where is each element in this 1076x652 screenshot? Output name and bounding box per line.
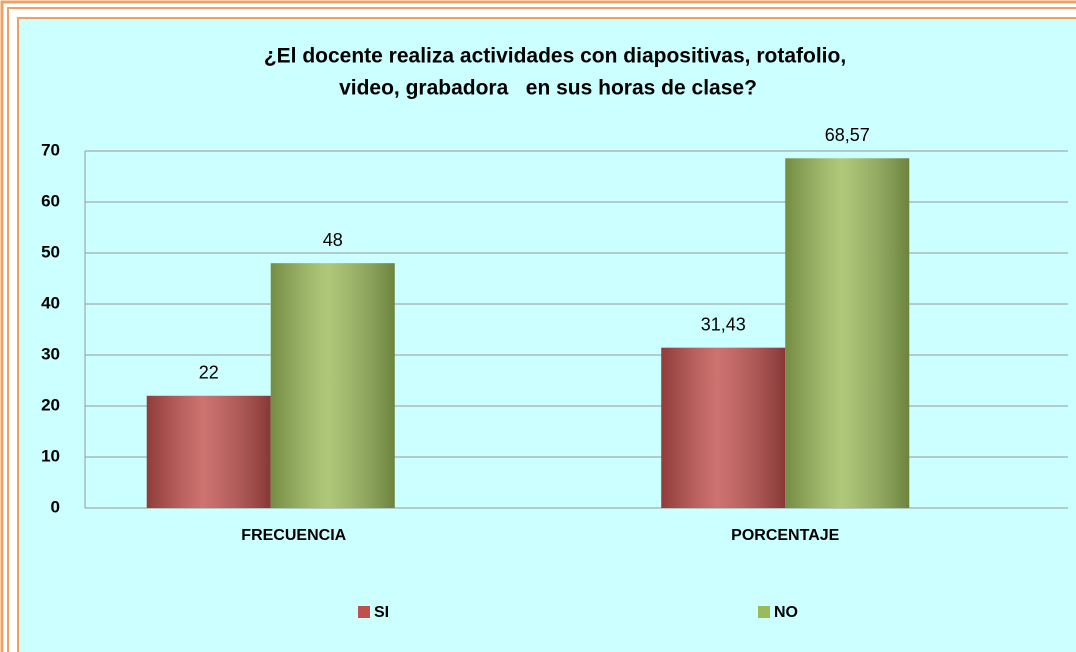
chart-background [17, 17, 1076, 652]
legend-label: NO [774, 604, 798, 621]
y-tick-label: 10 [41, 446, 60, 465]
y-tick-label: 20 [41, 395, 60, 414]
chart-title: ¿El docente realiza actividades con diap… [264, 45, 846, 68]
y-tick-label: 0 [51, 497, 60, 516]
x-tick-label: PORCENTAJE [731, 527, 839, 544]
legend-swatch [758, 606, 770, 618]
bar-shading [146, 395, 271, 508]
bar-shading [785, 158, 910, 508]
bar-shading [270, 263, 395, 508]
y-tick-label: 60 [41, 191, 60, 210]
y-tick-label: 70 [41, 140, 60, 159]
data-label: 31,43 [701, 314, 746, 334]
data-label: 22 [199, 363, 219, 383]
y-tick-label: 40 [41, 293, 60, 312]
bar-shading [661, 347, 786, 508]
data-label: 68,57 [825, 125, 870, 145]
data-label: 48 [323, 230, 343, 250]
x-tick-label: FRECUENCIA [241, 527, 346, 544]
y-tick-label: 30 [41, 344, 60, 363]
chart-title: video, grabadora en sus horas de clase? [339, 77, 757, 100]
legend-swatch [358, 606, 370, 618]
legend-label: SI [374, 604, 389, 621]
inner-border [7, 7, 1076, 652]
y-tick-label: 50 [41, 242, 60, 261]
